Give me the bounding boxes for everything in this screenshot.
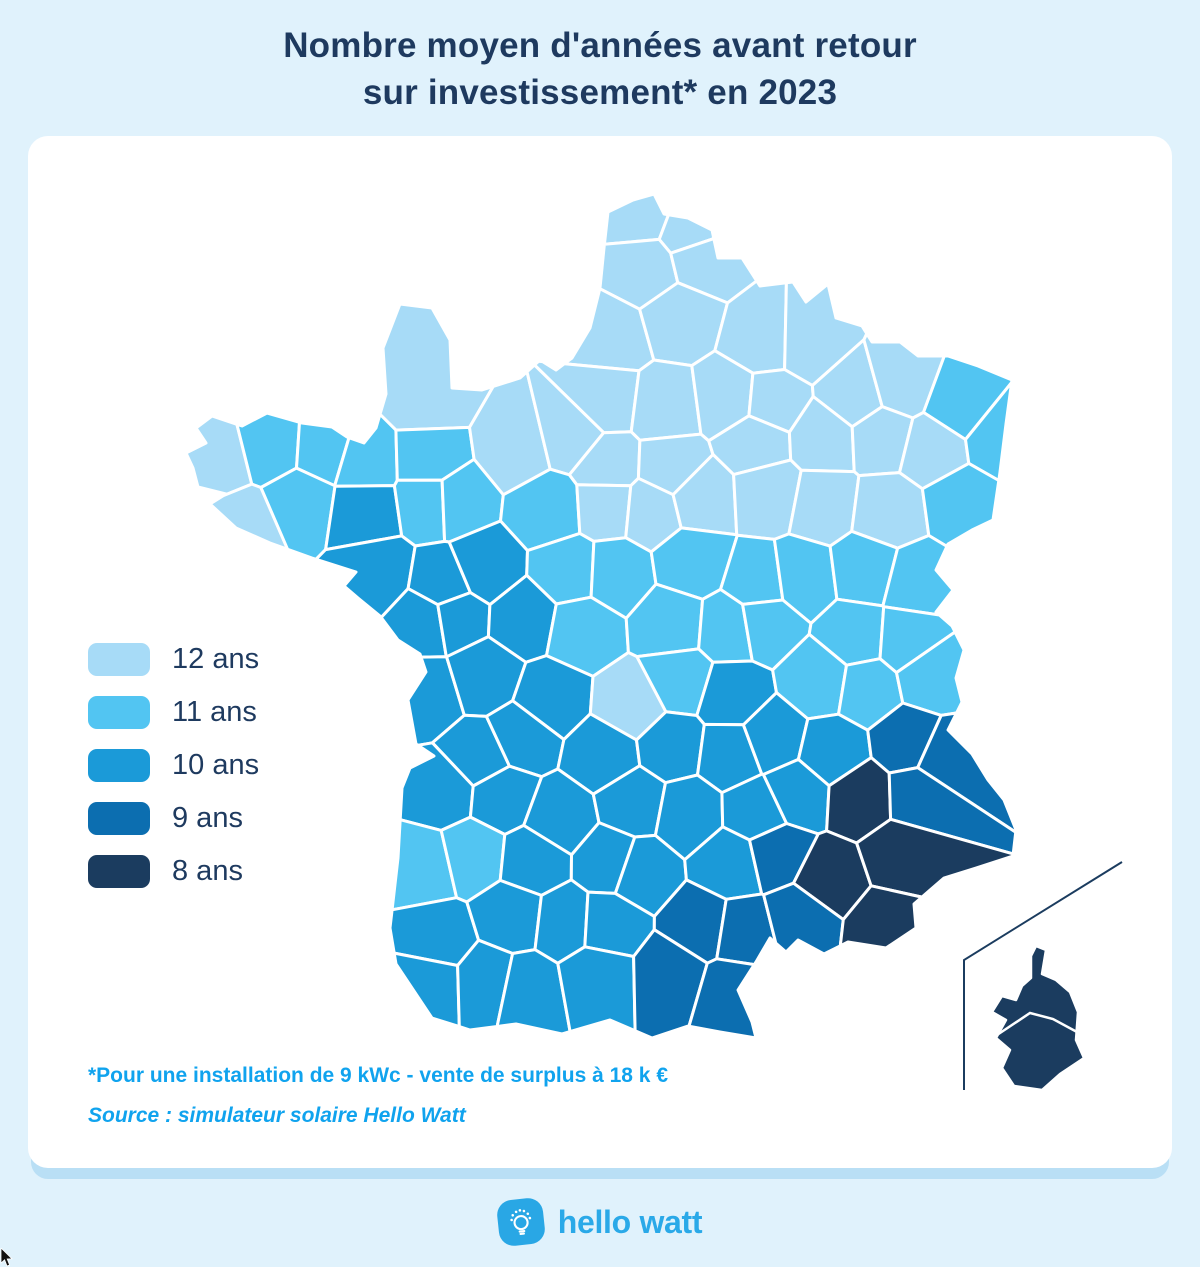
mouse-cursor (0, 1248, 13, 1267)
brand-footer: hello watt (0, 1192, 1200, 1252)
page-title: Nombre moyen d'années avant retour sur in… (0, 22, 1200, 116)
department-cell (495, 948, 572, 1036)
legend-item-12-ans: 12 ans (88, 643, 259, 676)
france-choropleth-map (184, 192, 1123, 1092)
footnote-source: Source : simulateur solaire Hello Watt (88, 1104, 466, 1127)
hello-watt-logo-icon (495, 1196, 546, 1248)
department-cell (556, 945, 637, 1034)
legend-swatch-11-ans (88, 696, 150, 729)
department-cell (208, 482, 301, 578)
corsica-inset-divider-line (963, 861, 1123, 1090)
department-cell (378, 302, 495, 432)
department-cell (392, 951, 461, 1029)
department-cell (629, 358, 703, 442)
department-cell (887, 766, 1018, 856)
legend-swatch-12-ans (88, 643, 150, 676)
legend-label-10-ans: 10 ans (172, 749, 260, 781)
department-cell (333, 412, 399, 488)
department-cell (632, 928, 709, 1040)
title-line-1: Nombre moyen d'années avant retour (283, 26, 917, 65)
footnote-installation: *Pour une installation de 9 kWc - vente … (88, 1064, 669, 1087)
department-cell (687, 957, 758, 1040)
legend-label-12-ans: 12 ans (172, 643, 260, 675)
title-line-2: sur investissement* en 2023 (362, 73, 838, 112)
department-cell (916, 711, 1018, 834)
hello-watt-wordmark: hello watt (557, 1203, 703, 1240)
legend-swatch-9-ans (88, 802, 150, 835)
legend-label-9-ans: 9 ans (172, 802, 243, 834)
legend-label-8-ans: 8 ans (172, 855, 243, 887)
map-card: 12 ans 11 ans 10 ans 9 ans 8 ans *Pour une i… (28, 136, 1172, 1168)
department-cell (762, 881, 845, 956)
legend-label-11-ans: 11 ans (172, 696, 257, 728)
corsica-department-border (996, 1011, 1078, 1037)
legend-item-11-ans: 11 ans (88, 696, 259, 729)
corsica-region (990, 944, 1086, 1092)
legend-item-9-ans: 9 ans (88, 802, 259, 835)
legend-swatch-10-ans (88, 749, 150, 782)
legend-item-8-ans: 8 ans (88, 855, 259, 888)
map-legend: 12 ans 11 ans 10 ans 9 ans 8 ans (88, 643, 259, 908)
department-cell (838, 884, 924, 950)
department-cell (575, 483, 633, 543)
department-cell (259, 466, 337, 561)
lightbulb-icon (510, 1209, 531, 1235)
legend-swatch-8-ans (88, 855, 150, 888)
legend-item-10-ans: 10 ans (88, 749, 259, 782)
